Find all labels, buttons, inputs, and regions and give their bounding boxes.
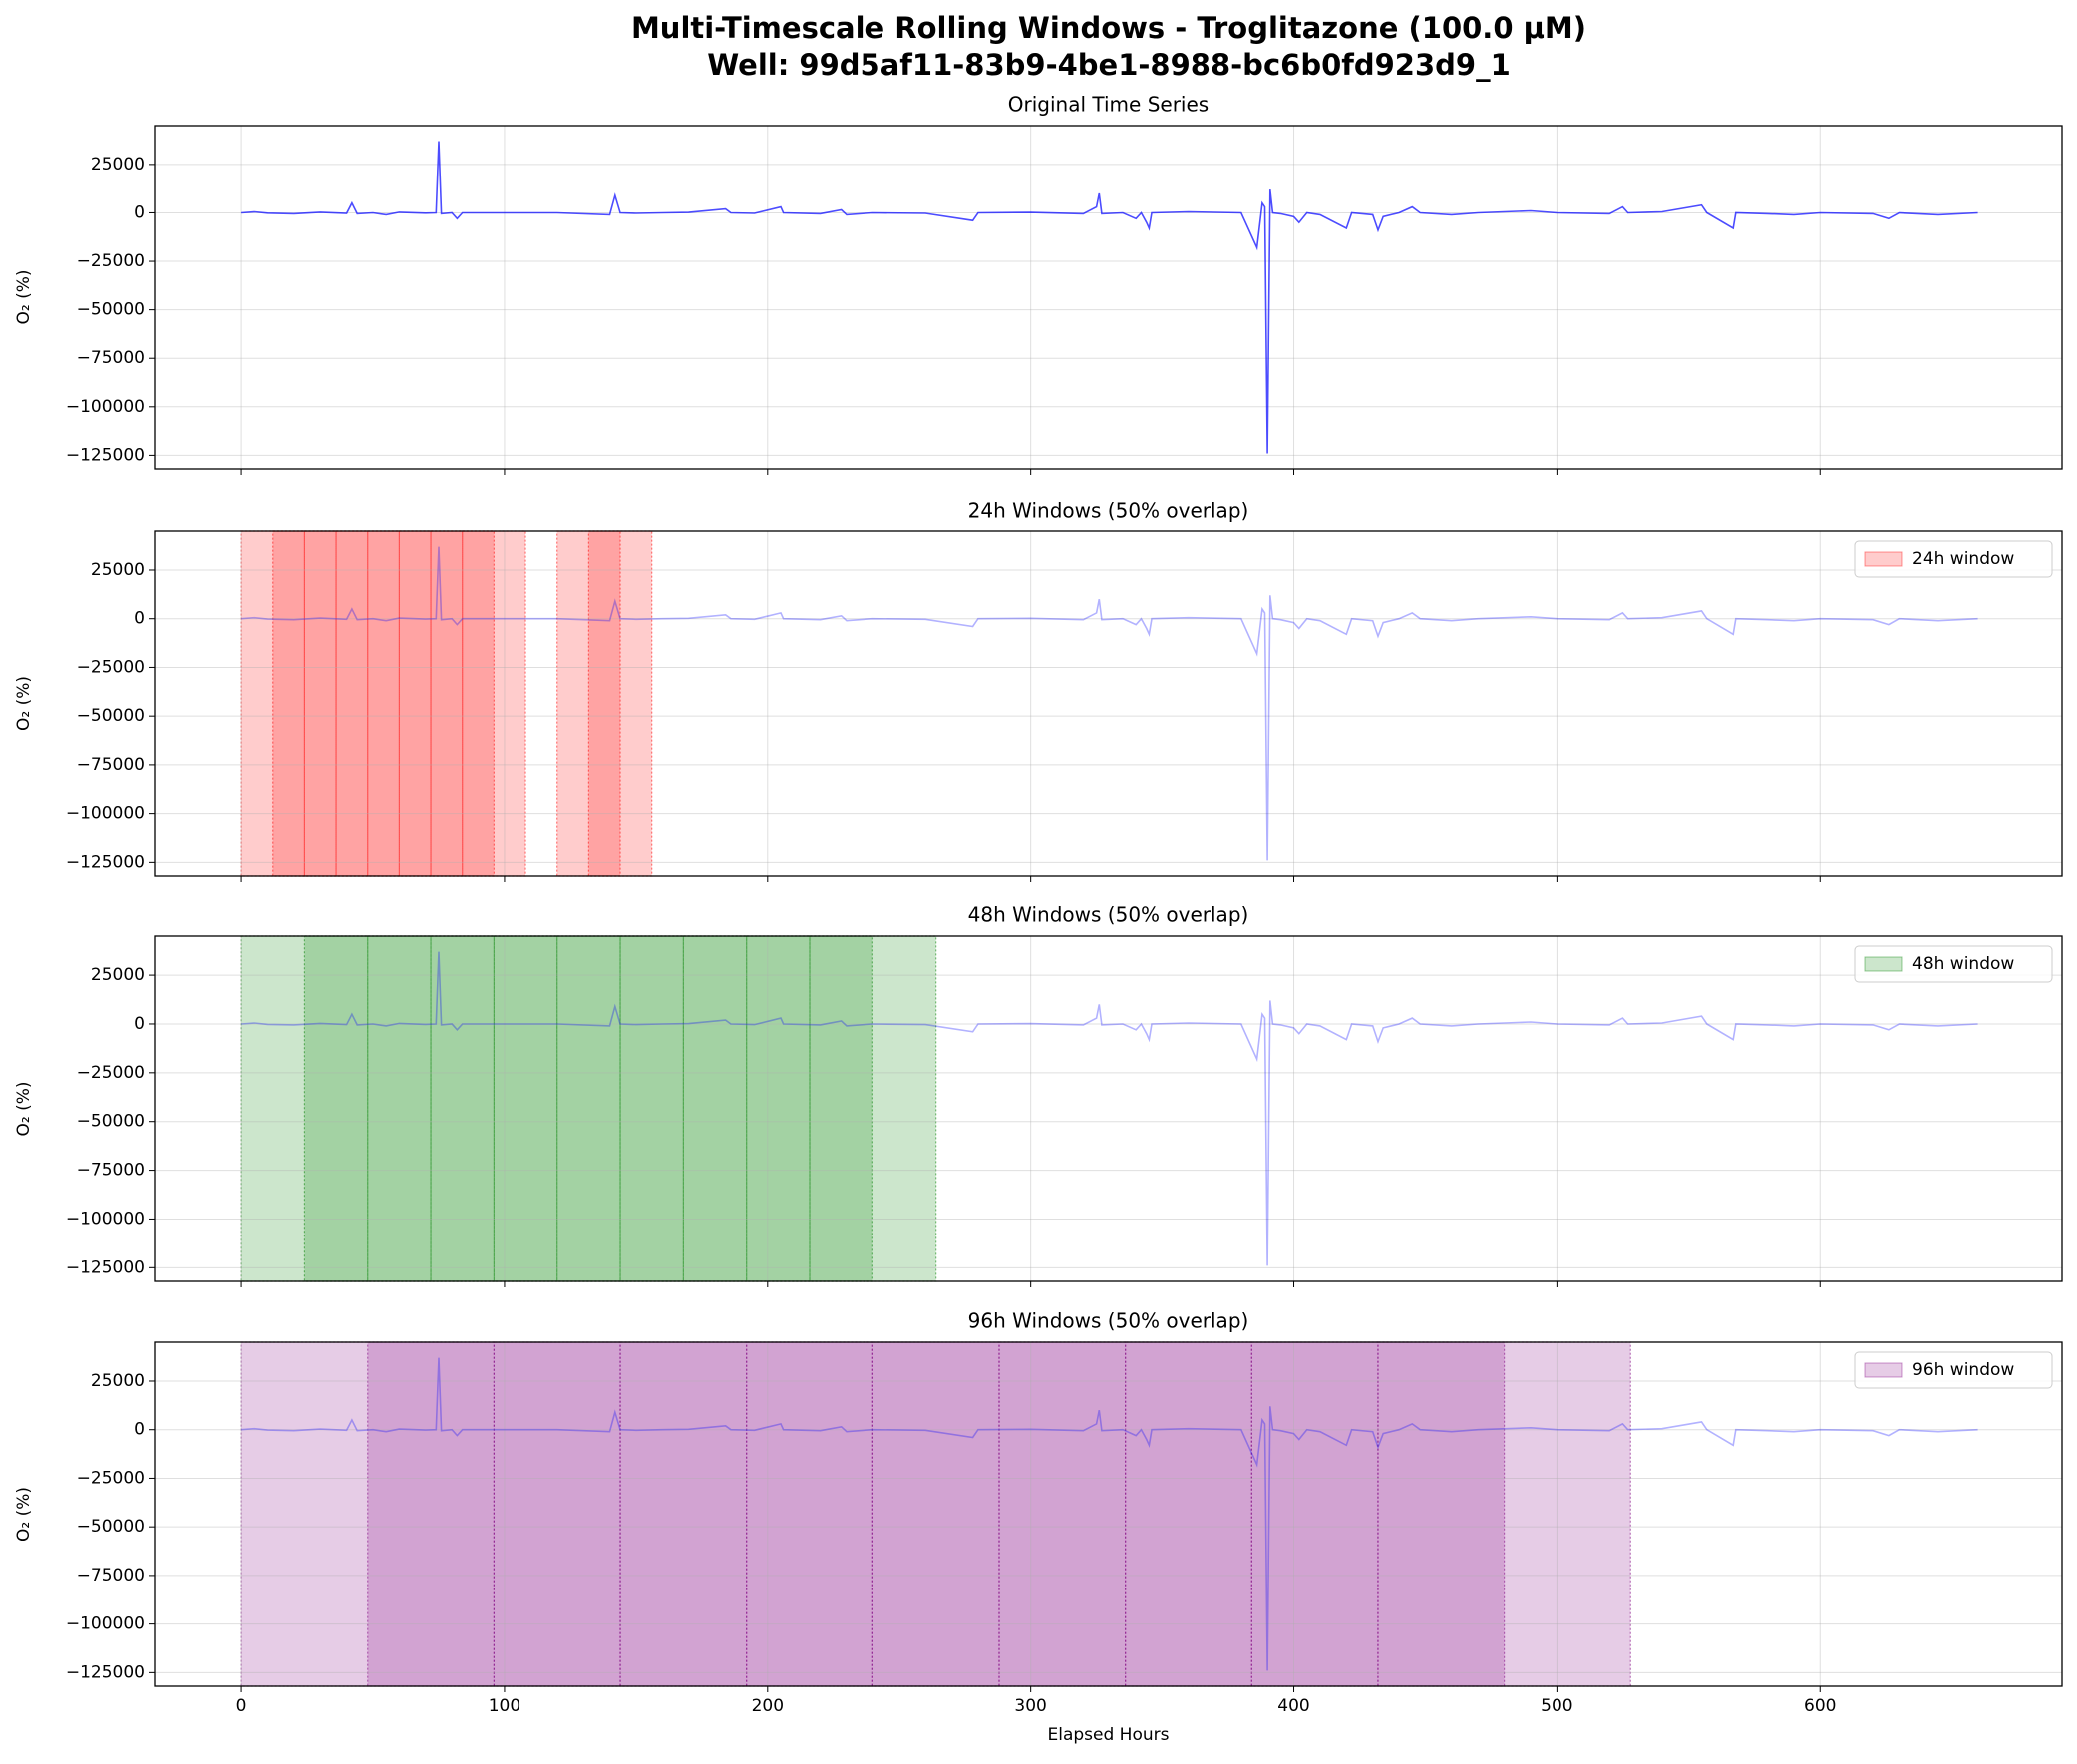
series-line bbox=[241, 1357, 1978, 1671]
legend-swatch bbox=[1864, 551, 1903, 567]
axes-frame bbox=[154, 530, 2063, 877]
legend-label: 48h window bbox=[1912, 954, 2014, 974]
y-tick-label: 0 bbox=[134, 609, 145, 629]
x-tick-label: 600 bbox=[1804, 1696, 1836, 1716]
panel-title: 24h Windows (50% overlap) bbox=[968, 499, 1249, 523]
legend-label: 96h window bbox=[1912, 1360, 2014, 1380]
figure-subtitle: Well: 99d5af11-83b9-4be1-8988-bc6b0fd923… bbox=[707, 48, 1511, 82]
window-span bbox=[809, 935, 937, 1282]
y-tick-label: −75000 bbox=[77, 1566, 145, 1586]
window-span bbox=[462, 530, 526, 877]
y-tick-label: −25000 bbox=[77, 657, 145, 677]
y-axis-label: O₂ (%) bbox=[14, 1487, 34, 1542]
y-tick-label: 0 bbox=[134, 202, 145, 222]
axes-frame bbox=[154, 125, 2063, 470]
y-tick-label: −125000 bbox=[66, 1257, 145, 1277]
axes-frame bbox=[154, 935, 2063, 1282]
y-tick-label: −25000 bbox=[77, 251, 145, 271]
legend-label: 24h window bbox=[1912, 549, 2014, 569]
panel-title: Original Time Series bbox=[1008, 93, 1209, 117]
window-span bbox=[1377, 1341, 1631, 1687]
panel-title: 96h Windows (50% overlap) bbox=[968, 1309, 1249, 1333]
x-tick-label: 500 bbox=[1541, 1696, 1572, 1716]
legend-box bbox=[1854, 945, 2053, 983]
x-tick-label: 400 bbox=[1277, 1696, 1309, 1716]
y-tick-label: −125000 bbox=[66, 1662, 145, 1682]
x-tick-label: 100 bbox=[489, 1696, 520, 1716]
window-span bbox=[587, 530, 653, 877]
legend-swatch bbox=[1864, 956, 1903, 972]
y-tick-label: −100000 bbox=[66, 1209, 145, 1229]
legend-box bbox=[1854, 1351, 2053, 1389]
y-tick-label: −25000 bbox=[77, 1063, 145, 1083]
y-tick-label: −100000 bbox=[66, 804, 145, 824]
axes-frame bbox=[154, 1341, 2063, 1687]
y-tick-label: −75000 bbox=[77, 1161, 145, 1181]
series-line bbox=[241, 951, 1978, 1266]
y-axis-label: O₂ (%) bbox=[14, 676, 34, 731]
y-tick-label: 0 bbox=[134, 1014, 145, 1034]
y-tick-label: −50000 bbox=[77, 1517, 145, 1537]
series-line bbox=[241, 546, 1978, 861]
x-tick-label: 200 bbox=[752, 1696, 784, 1716]
y-tick-label: −100000 bbox=[66, 397, 145, 417]
y-tick-label: −125000 bbox=[66, 852, 145, 872]
y-tick-label: −50000 bbox=[77, 1112, 145, 1132]
y-tick-label: 25000 bbox=[91, 965, 145, 985]
y-tick-label: 25000 bbox=[91, 560, 145, 580]
y-tick-label: −50000 bbox=[77, 300, 145, 320]
y-tick-label: −100000 bbox=[66, 1614, 145, 1634]
y-tick-label: −75000 bbox=[77, 348, 145, 368]
y-tick-label: −125000 bbox=[66, 445, 145, 465]
series-line bbox=[241, 141, 1978, 454]
y-tick-label: 25000 bbox=[91, 155, 145, 175]
x-tick-label: 300 bbox=[1014, 1696, 1046, 1716]
y-tick-label: 25000 bbox=[91, 1371, 145, 1391]
x-axis-label: Elapsed Hours bbox=[1048, 1725, 1170, 1745]
y-tick-label: −75000 bbox=[77, 755, 145, 775]
y-axis-label: O₂ (%) bbox=[14, 269, 34, 324]
panel-title: 48h Windows (50% overlap) bbox=[968, 903, 1249, 927]
y-tick-label: −25000 bbox=[77, 1468, 145, 1488]
y-axis-label: O₂ (%) bbox=[14, 1081, 34, 1136]
figure-title: Multi-Timescale Rolling Windows - Trogli… bbox=[631, 11, 1586, 45]
x-tick-label: 0 bbox=[236, 1696, 247, 1716]
y-tick-label: 0 bbox=[134, 1420, 145, 1440]
legend-box bbox=[1854, 540, 2053, 578]
legend-swatch bbox=[1864, 1362, 1903, 1378]
y-tick-label: −50000 bbox=[77, 706, 145, 726]
